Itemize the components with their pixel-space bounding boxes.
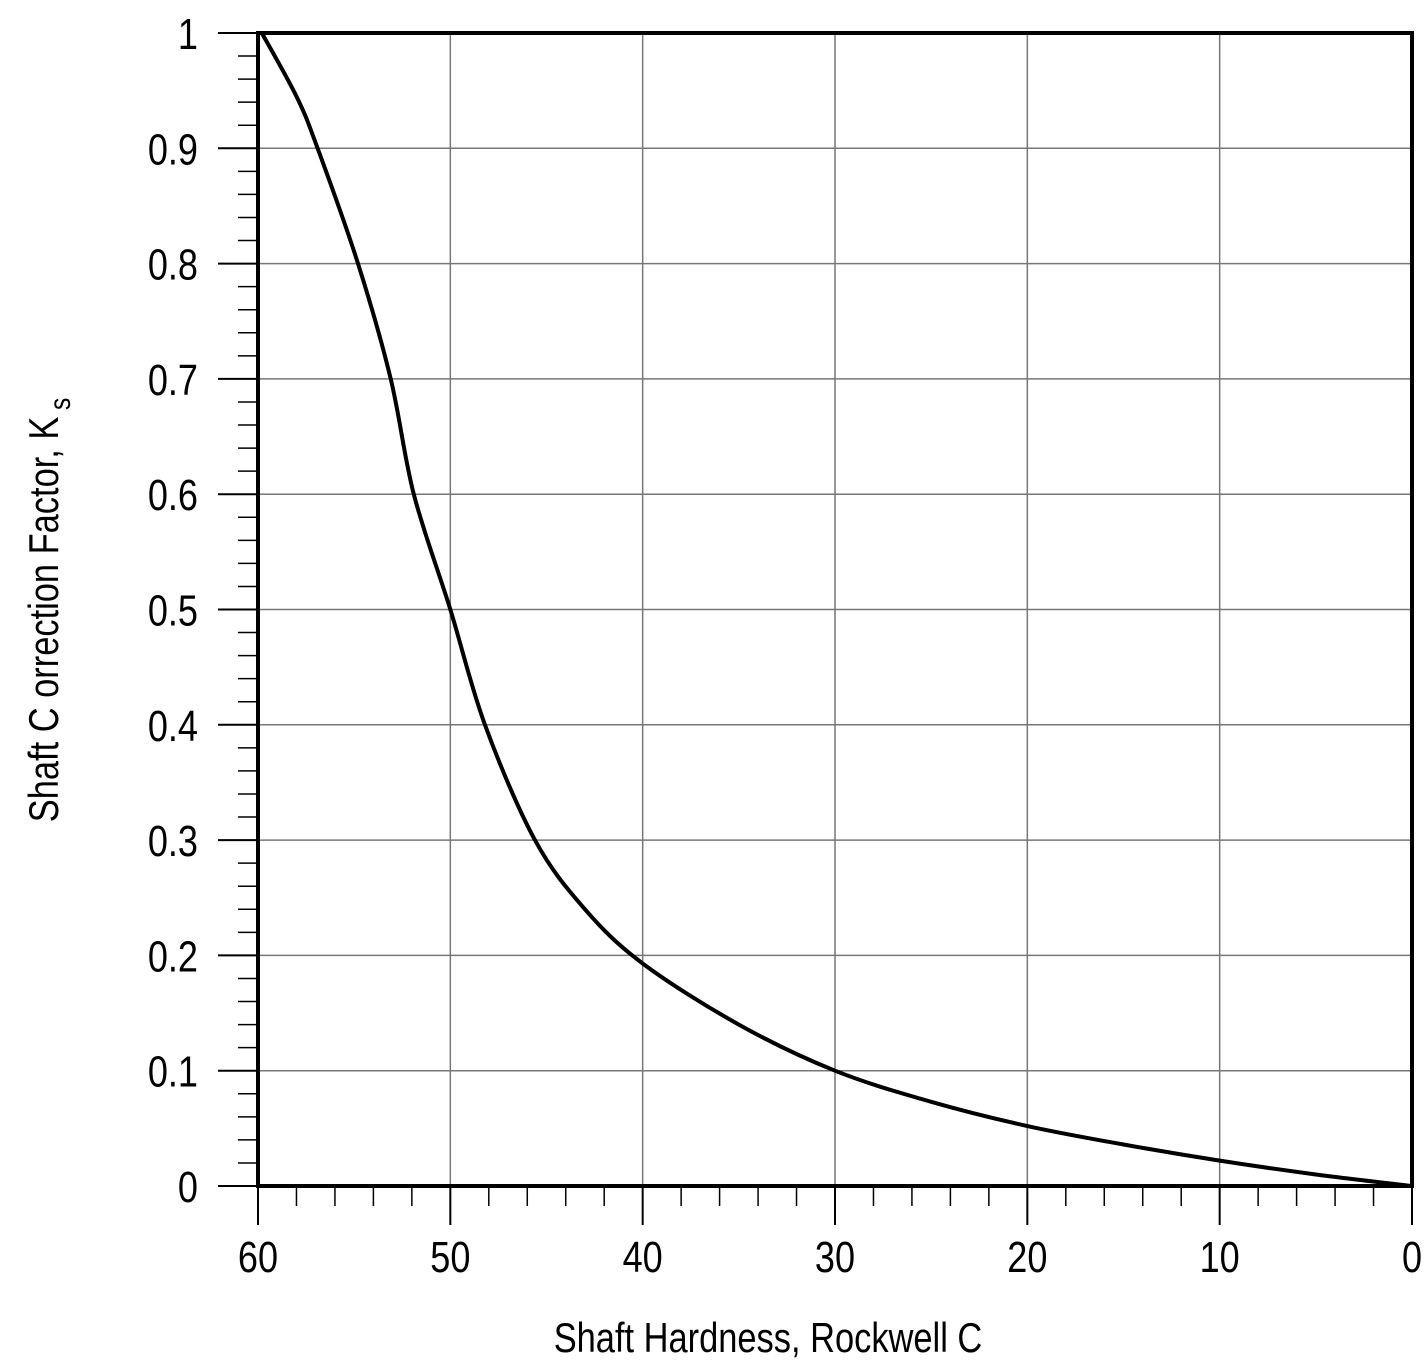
ticks	[218, 32, 1413, 1225]
y-tick-label: 0.7	[148, 356, 198, 405]
tick-labels: 60 50 40 30 20 10 0 0 0.1 0.2 0.3 0.4 0.5 0.6 0.7 0.8 0.…	[148, 10, 1422, 1282]
y-tick-label: 1	[178, 10, 198, 59]
y-axis-label-subscript: s	[43, 398, 77, 410]
y-tick-label: 0.1	[148, 1047, 198, 1096]
y-tick-label: 0.6	[148, 471, 198, 520]
y-tick-label: 0	[178, 1163, 198, 1212]
y-tick-label: 0.9	[148, 125, 198, 174]
x-tick-label: 0	[1402, 1233, 1422, 1282]
series-line	[260, 32, 1413, 1188]
x-axis-label: Shaft Hardness, Rockwell C	[554, 1315, 983, 1362]
x-tick-label: 30	[815, 1233, 855, 1282]
y-tick-label: 0.4	[148, 701, 198, 750]
x-tick-label: 50	[430, 1233, 470, 1282]
x-tick-label: 20	[1007, 1233, 1047, 1282]
x-tick-label: 10	[1200, 1233, 1240, 1282]
y-axis-label: Shaft C orrection Factor, K s	[21, 398, 77, 823]
y-tick-label: 0.5	[148, 586, 198, 635]
grid	[257, 32, 1413, 1187]
y-tick-label: 0.3	[148, 817, 198, 866]
y-tick-label: 0.8	[148, 240, 198, 289]
x-tick-label: 60	[238, 1233, 278, 1282]
plot-frame	[256, 31, 1414, 1188]
x-tick-label: 40	[623, 1233, 663, 1282]
y-axis-label-text: Shaft C orrection Factor, K	[21, 416, 68, 822]
y-tick-label: 0.2	[148, 932, 198, 981]
